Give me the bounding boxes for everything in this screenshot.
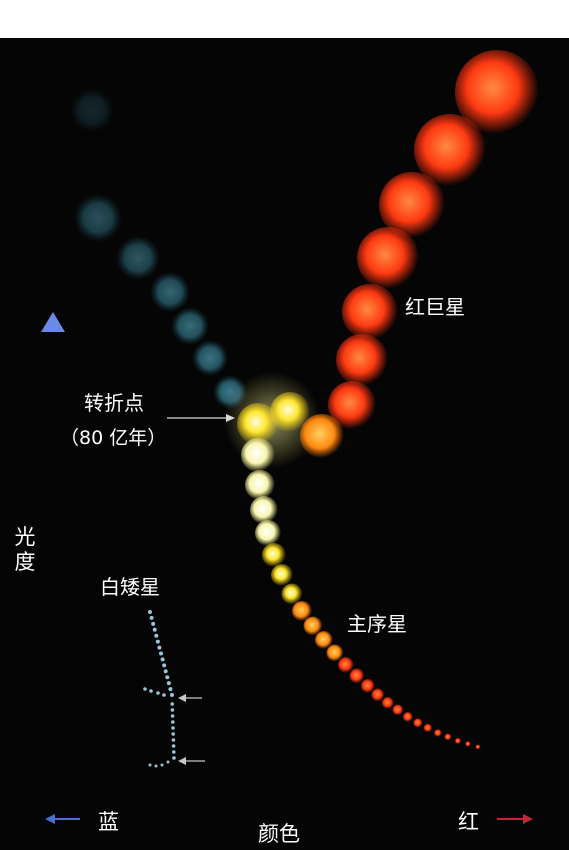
- top-margin: [0, 0, 569, 38]
- main-sequence-star: [413, 718, 422, 727]
- red-direction-arrow: [497, 814, 533, 824]
- main-sequence-star: [282, 584, 303, 605]
- white-dwarf-dot: [161, 764, 164, 767]
- white-dwarf-dot: [151, 622, 155, 626]
- white-dwarf-track: [143, 610, 176, 768]
- white-dwarf-dot: [148, 610, 152, 614]
- white-dwarf-dot: [164, 669, 168, 673]
- white-dwarf-dot: [161, 657, 165, 661]
- blue-star: [171, 307, 209, 345]
- white-dwarf-dot: [154, 634, 158, 638]
- main-sequence-star: [271, 564, 293, 586]
- main-sequence-star: [241, 438, 275, 472]
- white-dwarf-dot: [162, 663, 166, 667]
- turnoff-age-label: （80 亿年）: [60, 426, 166, 450]
- red-giant-star: [300, 414, 344, 458]
- white-dwarf-dot: [172, 750, 176, 754]
- white-dwarf-dot: [171, 726, 175, 730]
- white-dwarf-dot: [172, 744, 176, 748]
- red-giant-label: 红巨星: [405, 295, 465, 319]
- main-sequence-star: [382, 697, 394, 709]
- white-dwarf-dot: [168, 687, 172, 691]
- main-sequence-star: [445, 734, 452, 741]
- white-dwarf-dot: [156, 691, 160, 695]
- main-sequence-star: [476, 745, 481, 750]
- white-dwarf-label: 白矮星: [100, 575, 160, 599]
- white-dwarf-dot: [171, 720, 175, 724]
- main-sequence-star: [338, 657, 354, 673]
- red-giant-star: [357, 227, 419, 289]
- x-axis-blue-label: 蓝: [98, 810, 119, 834]
- main-sequence-star: [361, 679, 375, 693]
- main-sequence-star: [255, 520, 281, 546]
- main-sequence-star: [250, 496, 278, 524]
- main-sequence-star: [245, 470, 275, 500]
- white-dwarf-dot: [157, 646, 161, 650]
- white-dwarf-dot: [155, 765, 158, 768]
- blue-direction-arrow: [45, 814, 80, 824]
- white-dwarf-dot: [156, 640, 160, 644]
- main-sequence-star: [372, 689, 385, 702]
- turnoff-label: 转折点: [84, 391, 144, 415]
- white-dwarf-dot: [162, 693, 166, 697]
- blue-star: [116, 236, 160, 280]
- red-giant-star: [342, 284, 398, 340]
- white-dwarf-dot: [170, 693, 174, 697]
- white-dwarf-dot: [153, 628, 157, 632]
- red-giant-star: [336, 334, 388, 386]
- y-axis-label: 光度: [12, 525, 38, 575]
- white-dwarf-dot: [143, 687, 147, 691]
- white-dwarf-dot: [170, 702, 174, 706]
- blue-star: [150, 272, 190, 312]
- main-sequence-label: 主序星: [347, 612, 407, 636]
- main-sequence-star: [465, 741, 470, 746]
- white-dwarf-dot: [172, 756, 176, 760]
- main-sequence-star: [434, 729, 442, 737]
- x-axis-label: 颜色: [258, 822, 300, 846]
- main-sequence-star: [403, 712, 413, 722]
- x-axis-red-label: 红: [458, 810, 479, 834]
- white-dwarf-dot: [150, 616, 154, 620]
- white-dwarf-dot: [171, 732, 175, 736]
- white-dwarf-dot: [167, 761, 170, 764]
- white-dwarf-dot: [165, 675, 169, 679]
- blue-star: [74, 194, 122, 242]
- main-sequence-star: [455, 738, 461, 744]
- main-sequence-star: [350, 669, 365, 684]
- white-dwarf-dot: [149, 689, 153, 693]
- white-dwarf-dot: [167, 681, 171, 685]
- white-dwarf-dot: [171, 708, 175, 712]
- white-dwarf-arrow-upper: [178, 694, 202, 702]
- main-sequence-star: [393, 705, 404, 716]
- y-axis: [41, 312, 65, 805]
- main-sequence-star: [424, 724, 432, 732]
- white-dwarf-dot: [171, 714, 175, 718]
- red-giant-track: [300, 50, 539, 458]
- main-sequence-star: [262, 543, 286, 567]
- blue-star: [192, 340, 228, 376]
- white-dwarf-dot: [159, 652, 163, 656]
- blue-star-track: [70, 88, 247, 409]
- white-dwarf-dot: [172, 738, 176, 742]
- white-dwarf-arrow-lower: [178, 757, 205, 765]
- blue-star: [70, 88, 114, 132]
- white-dwarf-dot: [149, 764, 152, 767]
